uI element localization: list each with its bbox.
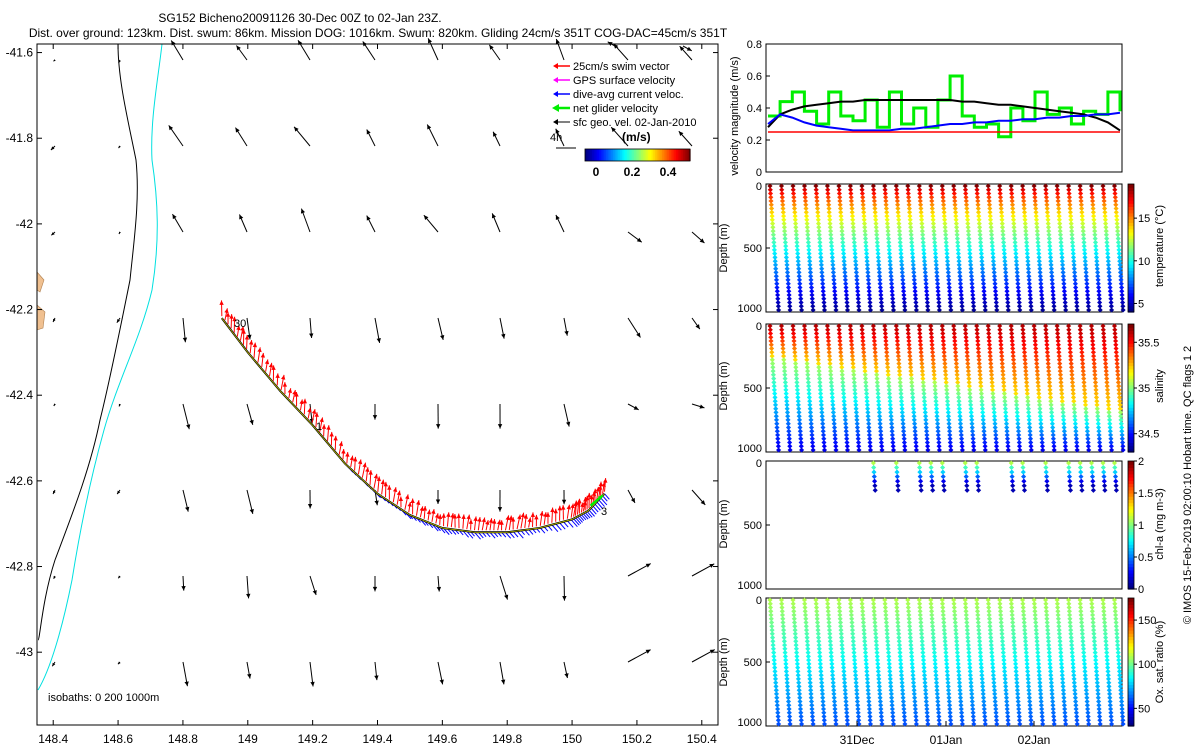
date-tick-label-2: 02Jan	[1018, 733, 1051, 747]
map-ytick-label-4: -42.4	[6, 388, 34, 402]
velocity-ytick-label-0: 0	[756, 167, 762, 179]
chlorophyll-section-cbar-tick-label-0: 0	[1138, 584, 1144, 596]
temperature-section-ytick-label-2: 1000	[738, 303, 762, 315]
velocity-panel: 0 0.2 0.4 0.6 0.8	[747, 39, 1122, 179]
legend-net-label: net glider velocity	[573, 103, 658, 115]
chlorophyll-section-ytick-label-2: 1000	[738, 580, 762, 592]
oxygen-section-ytick-label-1: 500	[744, 657, 762, 669]
chlorophyll-section-cbar-tick-label-4: 2	[1138, 456, 1144, 468]
chlorophyll-section-ytick-label-1: 500	[744, 520, 762, 532]
map-ytick-label-3: -42.2	[6, 303, 34, 317]
chlorophyll-section-cbar-tick-label-3: 1.5	[1138, 488, 1153, 500]
track-end-label: 3	[601, 506, 607, 518]
salinity-section-cbar-tick-label-0: 34.5	[1138, 429, 1159, 441]
chlorophyll-ylabel: Depth (m)	[718, 500, 730, 549]
temperature-section-ytick-label-0: 0	[756, 181, 762, 193]
map-xtick-label-6: 149.6	[427, 732, 457, 746]
salinity-section-ytick-label-0: 0	[756, 321, 762, 333]
velocity-ytick-label-4: 0.8	[747, 39, 762, 51]
oxygen-section-cbar-cell-39	[1128, 598, 1134, 602]
oxygen-section-ytick-label-0: 0	[756, 595, 762, 607]
map-xtick-label-3: 149	[238, 732, 258, 746]
chlorophyll-cbar-label: chl-a (mg m-3)	[1154, 488, 1166, 560]
oxygen-section-cbar-tick-label-0: 50	[1138, 703, 1150, 715]
salinity-section-cbar-tick-label-2: 35.5	[1138, 337, 1159, 349]
track-mid-label: 1	[316, 421, 322, 433]
temperature-section-cbar-tick-label-2: 15	[1138, 213, 1150, 225]
velocity-ytick-label-3: 0.6	[747, 71, 762, 83]
temperature-section-cbar-cell-39	[1128, 184, 1134, 188]
copyright-note: © IMOS 15-Feb-2019 02:00:10 Hobart time.…	[1182, 346, 1194, 624]
date-tick-label-0: 31Dec	[840, 733, 875, 747]
salinity-section-ytick-label-1: 500	[744, 383, 762, 395]
oxygen-ylabel: Depth (m)	[718, 638, 730, 687]
oxygen-section-ytick-label-2: 1000	[738, 717, 762, 729]
oxygen-cbar-label: Ox. sat. ratio (%)	[1154, 621, 1166, 704]
map-xtick-label-1: 148.6	[103, 732, 133, 746]
map-xtick-label-7: 149.8	[492, 732, 522, 746]
chlorophyll-section-cbar-cell-39	[1128, 461, 1134, 465]
temperature-ylabel: Depth (m)	[718, 224, 730, 273]
chlorophyll-panel: 0 500 1000 0 0.5 1 1.5 2	[738, 456, 1154, 596]
legend-dac-label: dive-avg current veloc.	[573, 89, 684, 101]
map-panel: 148.4 148.6 148.8 149 149.2 149.4 149.6 149.8 15…	[6, 38, 718, 746]
map-xtick-label-2: 148.8	[168, 732, 198, 746]
title-line1: SG152 Bicheno20091126 30-Dec 00Z to 02-J…	[158, 11, 441, 25]
velocity-ylabel: velocity magnitude (m/s)	[729, 56, 741, 175]
map-ytick-label-0: -41.6	[6, 46, 34, 60]
salinity-section-cbar-tick-label-1: 35	[1138, 383, 1150, 395]
salinity-section-cbar-cell-39	[1128, 324, 1134, 328]
temperature-cbar-label: temperature (°C)	[1154, 205, 1166, 287]
map-ytick-label-1: -41.8	[6, 131, 34, 145]
temperature-section-cbar-tick-label-1: 10	[1138, 256, 1150, 268]
temperature-section-ytick-label-1: 500	[744, 243, 762, 255]
map-ytick-label-2: -42	[16, 217, 34, 231]
colorbar-tick-0: 0	[593, 165, 600, 179]
velocity-ytick-label-1: 0.2	[747, 135, 762, 147]
map-xtick-label-4: 149.2	[298, 732, 328, 746]
salinity-cbar-label: salinity	[1154, 369, 1166, 403]
salinity-ylabel: Depth (m)	[718, 362, 730, 411]
date-tick-label-1: 01Jan	[930, 733, 963, 747]
title-line2: Dist. over ground: 123km. Dist. swum: 86…	[29, 26, 728, 40]
colorbar-tick-1: 0.2	[624, 165, 641, 179]
chlorophyll-section-ytick-label-0: 0	[756, 458, 762, 470]
velocity-ytick-label-2: 0.4	[747, 103, 762, 115]
map-xtick-label-9: 150.2	[622, 732, 652, 746]
salinity-panel: 0 500 1000 34.5 35 35.5	[738, 321, 1160, 455]
legend-swim-label: 25cm/s swim vector	[573, 61, 670, 73]
map-xtick-label-5: 149.4	[362, 732, 392, 746]
track-start-label: 30	[234, 318, 246, 330]
map-xtick-label-10: 150.4	[687, 732, 717, 746]
map-ytick-label-6: -42.8	[6, 560, 34, 574]
map-colorbar	[585, 149, 691, 161]
temperature-section-cbar-tick-label-0: 5	[1138, 298, 1144, 310]
chlorophyll-section-cbar-tick-label-1: 0.5	[1138, 552, 1153, 564]
chlorophyll-section-cbar-tick-label-2: 1	[1138, 520, 1144, 532]
map-background	[37, 44, 718, 725]
legend-geo-label: sfc geo. vel. 02-Jan-2010	[573, 117, 697, 129]
legend-gps-label: GPS surface velocity	[573, 75, 676, 87]
salinity-section-ytick-label-2: 1000	[738, 443, 762, 455]
temperature-panel: 0 500 1000 5 10 15	[738, 181, 1151, 315]
scale-label: 4h	[550, 132, 562, 144]
map-xtick-label-8: 150	[562, 732, 582, 746]
map-ytick-label-7: -43	[16, 645, 34, 659]
colorbar-title: (m/s)	[622, 130, 651, 144]
map-ytick-label-5: -42.6	[6, 474, 34, 488]
map-xtick-label-0: 148.4	[38, 732, 68, 746]
colorbar-tick-2: 0.4	[660, 165, 677, 179]
isobath-label: isobaths: 0 200 1000m	[48, 692, 159, 704]
